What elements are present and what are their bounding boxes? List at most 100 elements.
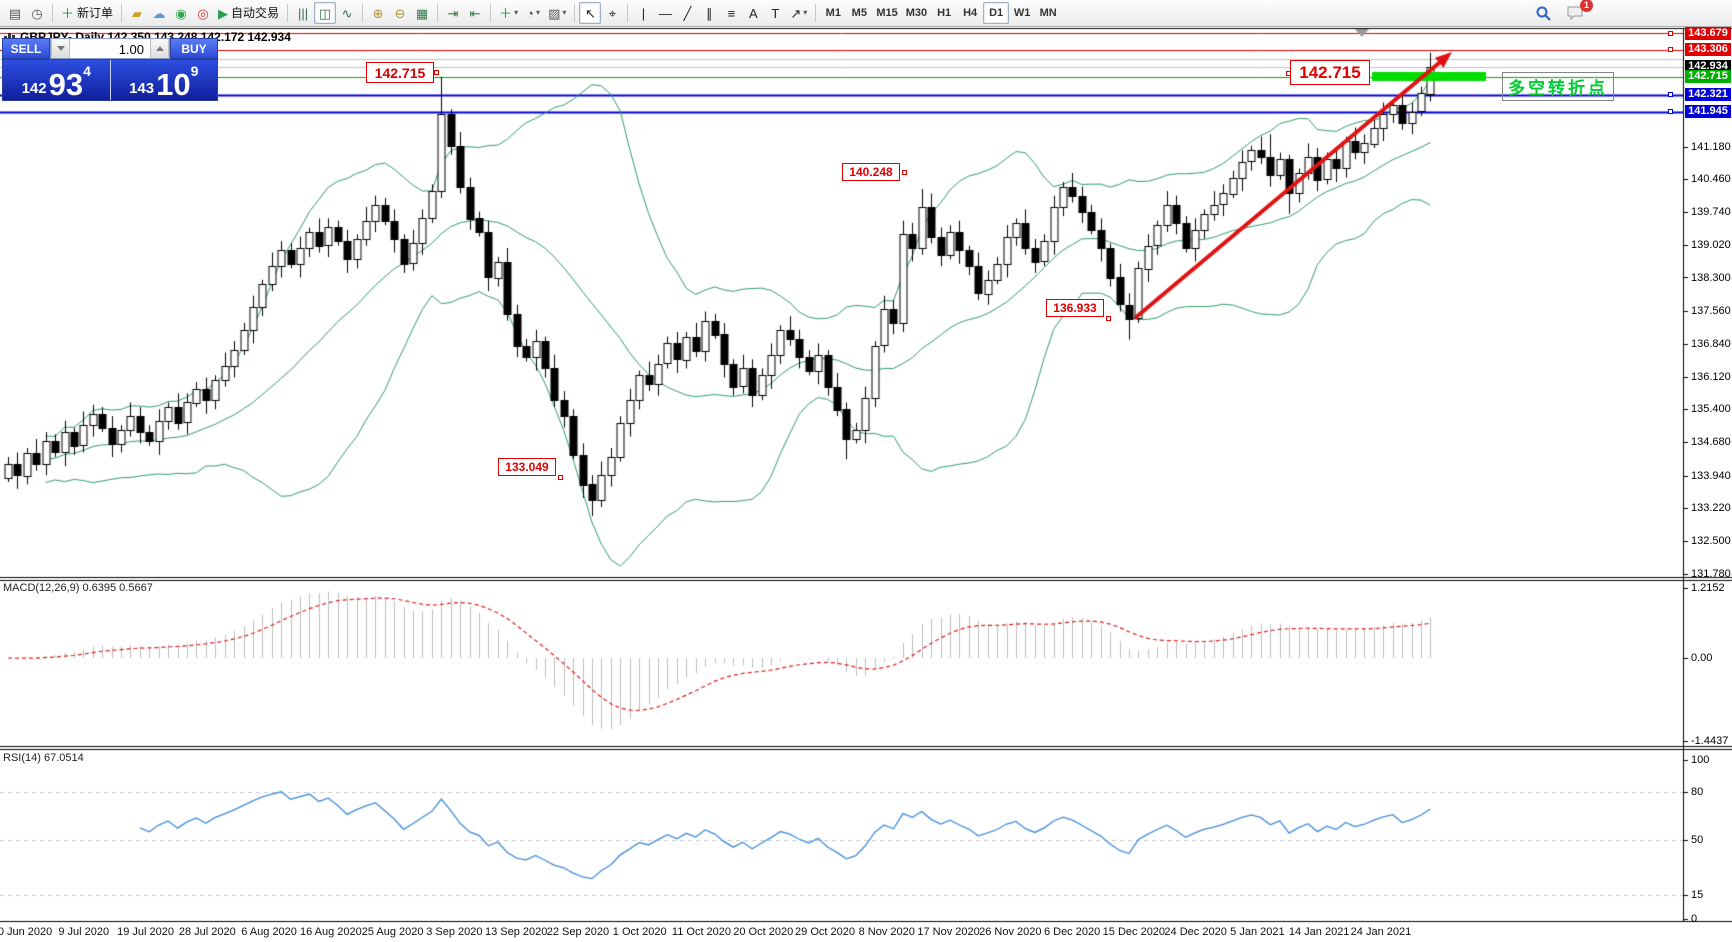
volume-decrease-button[interactable]: [51, 39, 70, 58]
zoom-out-icon[interactable]: ⊖: [389, 2, 411, 24]
notifications-icon[interactable]: 1: [1563, 0, 1593, 24]
timeframe-m5[interactable]: M5: [851, 6, 867, 19]
profiles-icon[interactable]: ◷: [26, 2, 48, 24]
cursor-icon[interactable]: ↖: [579, 2, 602, 24]
vertical-line-icon[interactable]: |: [632, 2, 654, 24]
trend-note-text[interactable]: 多空转折点: [1502, 72, 1614, 101]
date-label: 11 Oct 2020: [671, 926, 732, 938]
horizontal-line-icon[interactable]: —: [654, 2, 676, 24]
toolbar-separator: [362, 4, 364, 22]
price-tick-label: 133.940: [1691, 469, 1731, 482]
indicators-icon[interactable]: ＋ ▾: [495, 2, 522, 24]
rsi-tick-label: 50: [1691, 833, 1704, 846]
buy-price[interactable]: 143 10 9: [109, 60, 218, 102]
sell-button[interactable]: SELL: [2, 38, 50, 59]
vertical-line-icon: |: [641, 5, 646, 21]
date-label: 5 Jan 2021: [1230, 926, 1285, 938]
timeframe-h4[interactable]: H4: [963, 6, 978, 19]
price-annotation-label[interactable]: 136.933: [1046, 299, 1104, 317]
templates-icon[interactable]: ▨ ▾: [544, 2, 570, 24]
line-handle[interactable]: [1668, 47, 1673, 53]
timeframe-m30[interactable]: M30: [905, 6, 928, 19]
auto-scroll-icon[interactable]: ⇥: [442, 2, 464, 24]
date-label: 30 Jun 2020: [0, 926, 53, 938]
buy-button[interactable]: BUY: [170, 38, 218, 59]
autotrading-button-label: 自动交易: [231, 6, 280, 20]
arrows-icon[interactable]: ↗ ▾: [786, 2, 811, 24]
chart-shift-icon[interactable]: ⇤: [464, 2, 486, 24]
label-icon[interactable]: T: [764, 2, 786, 24]
timeframe-w1[interactable]: W1: [1013, 6, 1031, 19]
line-handle[interactable]: [1668, 92, 1673, 98]
market-icon: ◎: [197, 5, 209, 21]
volume-increase-button[interactable]: [150, 39, 169, 58]
volume-value[interactable]: 1.00: [118, 42, 144, 57]
date-label: 24 Dec 2020: [1164, 926, 1227, 938]
tile-windows-icon[interactable]: ▦: [411, 2, 433, 24]
zoom-in-icon[interactable]: ⊕: [367, 2, 389, 24]
price-badge: 142.715: [1685, 70, 1731, 84]
rsi-tick-label: 80: [1691, 785, 1704, 798]
new-chart-icon[interactable]: ▤: [4, 2, 26, 24]
toolbar-separator: [52, 4, 53, 22]
volume-spinner[interactable]: 1.00: [50, 38, 170, 59]
bid-superscript: 4: [83, 63, 91, 79]
line-chart-icon[interactable]: ∿: [336, 2, 358, 24]
rsi-tick-label: 0: [1691, 913, 1698, 925]
autotrading-button[interactable]: ▶ 自动交易: [214, 2, 283, 24]
zoom-out-icon: ⊖: [394, 5, 406, 21]
price-badge: 141.945: [1685, 105, 1731, 119]
price-annotation-label[interactable]: 142.715: [1290, 60, 1370, 85]
fibonacci-icon[interactable]: ≡: [720, 2, 742, 24]
line-handle[interactable]: [1668, 109, 1673, 115]
date-label: 19 Jul 2020: [117, 926, 174, 938]
ask-big-digits: 10: [156, 66, 191, 102]
market-icon[interactable]: ◎: [192, 2, 214, 24]
auto-scroll-icon: ⇥: [447, 5, 459, 21]
price-badge: 143.679: [1685, 26, 1731, 40]
cursor-icon: ↖: [584, 5, 596, 21]
date-label: 25 Aug 2020: [361, 926, 424, 938]
horizontal-line-icon: —: [658, 5, 672, 21]
gold-icon: ▰: [132, 5, 143, 21]
crosshair-icon: ⌖: [608, 5, 617, 21]
date-label: 26 Nov 2020: [979, 926, 1042, 938]
timeframe-mn[interactable]: MN: [1039, 6, 1057, 19]
community-icon[interactable]: ☁: [148, 2, 170, 24]
rsi-label: RSI(14) 67.0514: [3, 752, 84, 764]
periods-icon[interactable]: ◔ ▾: [522, 2, 544, 24]
bar-chart-icon: |||: [297, 5, 309, 21]
signals-icon[interactable]: ◉: [170, 2, 192, 24]
gold-icon[interactable]: ▰: [126, 2, 148, 24]
sell-price[interactable]: 142 93 4: [3, 60, 110, 100]
date-label: 6 Dec 2020: [1043, 926, 1101, 938]
price-annotation-label[interactable]: 142.715: [366, 62, 434, 83]
timeframe-h1[interactable]: H1: [937, 6, 952, 19]
new-order-button[interactable]: ＋新订单: [57, 2, 117, 24]
price-annotation-label[interactable]: 133.049: [498, 458, 556, 476]
text-icon[interactable]: A: [742, 2, 764, 24]
templates-icon: ▨: [548, 5, 561, 21]
price-annotation-label[interactable]: 140.248: [842, 163, 900, 181]
line-handle[interactable]: [1668, 30, 1673, 36]
rsi-tick-label: 15: [1691, 889, 1704, 902]
date-label: 20 Oct 2020: [733, 926, 794, 938]
timeframe-m15[interactable]: M15: [876, 6, 898, 19]
date-label: 15 Dec 2020: [1102, 926, 1166, 938]
one-click-prices: 142 93 4 143 10 9: [2, 59, 218, 101]
search-icon[interactable]: [1532, 2, 1555, 24]
annotation-anchor: [1286, 71, 1291, 76]
label-icon: T: [771, 5, 780, 21]
channel-icon[interactable]: ∥: [698, 2, 720, 24]
candlestick-chart-icon: ◫: [318, 5, 332, 21]
new-chart-icon: ▤: [8, 5, 22, 21]
annotation-anchor: [902, 170, 907, 175]
timeframe-d1[interactable]: D1: [983, 2, 1010, 24]
timeframe-m1[interactable]: M1: [825, 6, 841, 19]
bar-chart-icon[interactable]: |||: [292, 2, 314, 24]
candlestick-chart-icon[interactable]: ◫: [314, 2, 337, 24]
crosshair-icon[interactable]: ⌖: [601, 2, 623, 24]
trendline-icon[interactable]: ╱: [676, 2, 698, 24]
